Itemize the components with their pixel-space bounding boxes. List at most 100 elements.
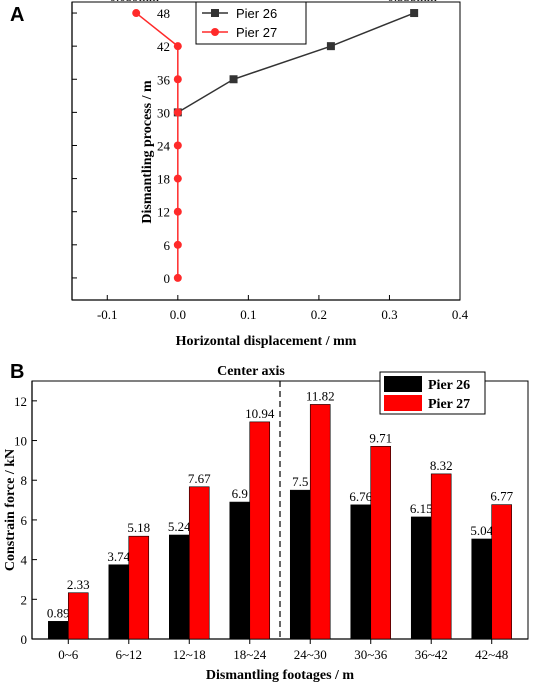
legend-label-pier26: Pier 26 (236, 6, 277, 21)
data-point-pier-26 (326, 42, 335, 51)
bar-pier-27 (249, 421, 271, 640)
panel-a-annotation: 0.059mm (109, 0, 158, 4)
bar-pier-26 (350, 504, 372, 640)
panel-b-y-tick-label: 4 (21, 553, 28, 568)
bar-pier-27 (67, 592, 89, 640)
bar-pier-26 (108, 564, 130, 640)
data-point-pier-27 (173, 108, 182, 117)
panel-a-annotation: 0.335mm (387, 0, 436, 4)
data-point-pier-27 (132, 9, 141, 18)
panel-a-x-tick-label: 0.2 (311, 307, 327, 322)
data-point-pier-27 (173, 42, 182, 51)
bar-pier-27 (128, 535, 150, 640)
bar-value-label-pier-26: 7.5 (292, 474, 308, 489)
panel-b-y-axis-title: Constrain force / kN (3, 449, 18, 571)
panel-a-annotations: 0.059mm 0.335mm (109, 0, 436, 4)
panel-b-bars: 0.89 2.33 3.74 5.18 5.24 7.67 6.9 10.94 7.5 11.82… (47, 388, 514, 640)
panel-b-x-tick-label: 42~48 (475, 647, 508, 662)
bar-value-label-pier-26: 6.15 (410, 501, 433, 516)
bar-value-label-pier-27: 5.18 (127, 520, 150, 535)
panel-a-plot-frame (71, 1, 461, 301)
bar-value-label-pier-27: 10.94 (245, 406, 275, 421)
panel-a-y-ticks: 0 6 12 18 24 30 36 42 48 (72, 6, 171, 286)
panel-b-x-axis-title: Dismantling footages / m (206, 668, 355, 682)
bar-value-label-pier-26: 6.76 (349, 489, 372, 504)
bar-value-label-pier-27: 9.71 (369, 430, 392, 445)
panel-a-x-tick-label: 0.4 (452, 307, 469, 322)
panel-a-x-tick-label: 0.3 (381, 307, 397, 322)
bar-value-label-pier-26: 0.89 (47, 605, 70, 620)
panel-b-y-tick-label: 8 (21, 473, 28, 488)
panel-b-y-tick-label: 0 (21, 632, 28, 647)
panel-a-y-axis-title: Dismantling process / m (140, 80, 155, 224)
bar-pier-27 (309, 404, 331, 640)
panel-a-y-tick-label: 48 (157, 6, 170, 21)
bar-pier-26 (169, 534, 190, 640)
bar-pier-26 (410, 516, 432, 640)
bar-pier-27 (430, 473, 452, 640)
bar-value-label-pier-27: 11.82 (306, 388, 335, 403)
legend-marker-pier26 (211, 9, 219, 17)
panel-b-y-tick-label: 12 (14, 394, 27, 409)
bar-pier-26 (48, 621, 69, 640)
panel-b-x-tick-label: 12~18 (173, 647, 206, 662)
panel-a-x-axis-title: Horizontal displacement / mm (176, 334, 357, 349)
bar-pier-27 (188, 486, 210, 640)
panel-b-x-tick-label: 0~6 (58, 647, 79, 662)
data-point-pier-27 (173, 240, 182, 249)
panel-a: A -0.1 0.0 0.1 0.2 0.3 0.4 0 6 12 18 24 30 36 42 48 0… (10, 0, 469, 349)
series-line-pier-26 (177, 12, 415, 114)
panel-b-x-tick-label: 24~30 (294, 647, 327, 662)
panel-b-letter: B (10, 361, 24, 383)
panel-a-y-tick-label: 0 (164, 271, 171, 286)
panel-a-x-ticks: -0.1 0.0 0.1 0.2 0.3 0.4 (97, 295, 469, 322)
data-point-pier-26 (410, 9, 419, 18)
bar-value-label-pier-26: 6.9 (232, 486, 248, 501)
bar-pier-27 (491, 504, 512, 640)
panel-b-x-tick-label: 36~42 (415, 647, 448, 662)
panel-a-series (132, 9, 419, 282)
legend-label-pier26-b: Pier 26 (428, 378, 470, 393)
panel-a-x-tick-label: 0.1 (240, 307, 256, 322)
bar-value-label-pier-27: 7.67 (188, 471, 211, 486)
bar-value-label-pier-26: 5.24 (168, 519, 191, 534)
bar-value-label-pier-27: 8.32 (430, 458, 453, 473)
panel-a-letter: A (10, 4, 24, 26)
panel-a-y-tick-label: 36 (157, 72, 171, 87)
bar-value-label-pier-26: 3.74 (107, 549, 130, 564)
legend-swatch-pier26 (384, 376, 422, 392)
panel-b-y-ticks: 0 2 4 6 8 10 12 (14, 394, 37, 647)
legend-label-pier27-b: Pier 27 (428, 397, 470, 412)
panel-b-y-tick-label: 6 (21, 513, 28, 528)
panel-a-x-tick-label: -0.1 (97, 307, 118, 322)
bar-value-label-pier-26: 5.04 (470, 523, 493, 538)
panel-b-x-tick-label: 18~24 (233, 647, 267, 662)
data-point-pier-27 (173, 273, 182, 282)
legend-label-pier27: Pier 27 (236, 25, 277, 40)
bar-pier-26 (471, 538, 493, 640)
data-point-pier-27 (173, 75, 182, 84)
panel-b-legend: Pier 26 Pier 27 (379, 371, 486, 415)
bar-pier-27 (370, 445, 391, 640)
bar-value-label-pier-27: 6.77 (490, 489, 513, 504)
panel-a-y-tick-label: 42 (157, 39, 170, 54)
panel-b-x-tick-label: 30~36 (354, 647, 388, 662)
legend-swatch-pier27 (384, 395, 422, 411)
panel-a-x-tick-label: 0.0 (170, 307, 186, 322)
data-point-pier-27 (173, 207, 182, 216)
data-point-pier-27 (173, 141, 182, 150)
panel-b-y-tick-label: 2 (21, 592, 28, 607)
panel-a-y-tick-label: 24 (157, 138, 171, 153)
panel-a-y-tick-label: 30 (157, 105, 170, 120)
center-axis-label: Center axis (217, 364, 285, 379)
panel-b-x-tick-label: 6~12 (116, 647, 143, 662)
panel-a-y-tick-label: 18 (157, 172, 170, 187)
panel-a-legend: Pier 26 Pier 27 (195, 1, 307, 45)
bar-pier-26 (229, 501, 251, 640)
panel-b-x-ticks: 0~6 6~12 12~18 18~24 24~30 30~36 36~42 42~48 (58, 639, 508, 662)
panel-b-plot-frame (31, 380, 529, 640)
data-point-pier-27 (173, 174, 182, 183)
legend-marker-pier27 (211, 28, 219, 36)
bar-pier-26 (289, 489, 311, 640)
